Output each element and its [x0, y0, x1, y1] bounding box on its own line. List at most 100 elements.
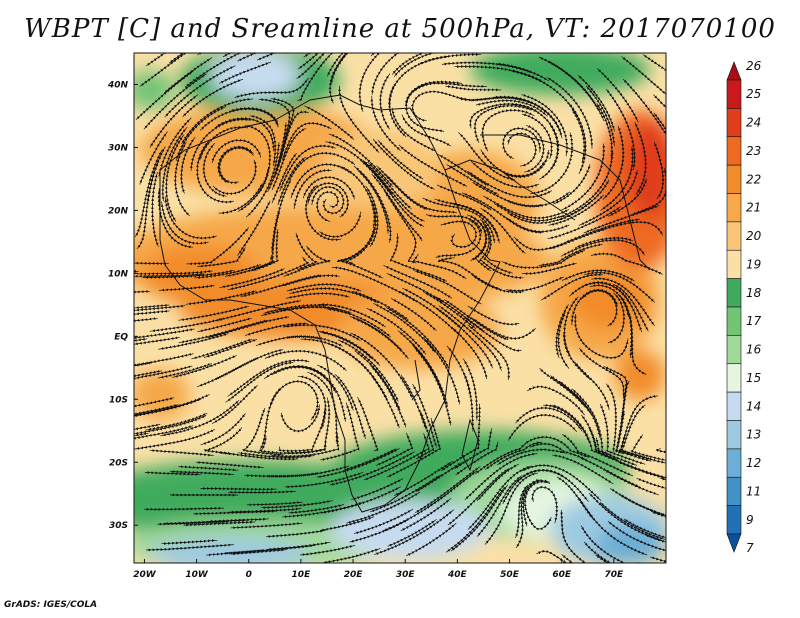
streamline	[649, 556, 666, 563]
streamline	[583, 205, 659, 234]
colorbar-label: 9	[746, 513, 754, 527]
colorbar-swatch	[726, 363, 742, 393]
streamline	[651, 511, 666, 528]
lon-tick-label: 50E	[500, 570, 520, 580]
map-frame	[133, 52, 667, 564]
lon-tick-label: 20W	[133, 570, 157, 580]
colorbar-label: 20	[746, 229, 762, 243]
streamline	[150, 171, 159, 247]
streamline	[303, 53, 354, 58]
colorbar-label: 22	[746, 172, 761, 186]
streamline	[655, 447, 666, 461]
streamline	[370, 53, 419, 57]
streamline	[208, 517, 269, 523]
colorbar-swatch	[726, 136, 742, 166]
colorbar-label: 16	[746, 343, 762, 357]
streamline	[195, 460, 264, 469]
colorbar-swatch	[726, 448, 742, 478]
streamline	[197, 53, 258, 56]
streamline	[203, 427, 243, 455]
colorbar-label: 14	[746, 399, 761, 413]
lon-tick-label: 70E	[604, 570, 624, 580]
streamline	[322, 548, 381, 563]
streamline	[265, 529, 326, 538]
streamline	[219, 61, 272, 84]
streamline	[134, 290, 151, 297]
streamline	[227, 490, 297, 494]
lat-tick-label: 30S	[109, 521, 128, 531]
colorbar-label: 21	[746, 201, 761, 215]
streamline	[203, 338, 258, 358]
colorbar-swatch	[726, 476, 742, 506]
streamline	[401, 114, 452, 147]
streamline	[413, 346, 452, 426]
colorbar-label: 23	[746, 144, 761, 158]
colorbar-swatch	[726, 79, 742, 109]
colorbar-swatch	[726, 391, 742, 421]
streamline	[463, 372, 475, 432]
streamline	[523, 480, 552, 531]
colorbar-label: 18	[746, 286, 762, 300]
streamline	[463, 316, 522, 353]
colorbar-label: 24	[746, 116, 761, 130]
colorbar-label: 25	[746, 87, 761, 101]
colorbar-top-arrow	[726, 61, 742, 81]
streamline	[644, 534, 666, 554]
streamline	[170, 470, 235, 476]
streamline	[237, 200, 271, 256]
streamline	[630, 434, 666, 467]
streamline	[161, 539, 218, 545]
streamline	[230, 522, 303, 530]
streamline	[370, 365, 407, 428]
colorbar-swatch	[726, 221, 742, 251]
streamline	[623, 518, 666, 541]
colorbar-label: 7	[746, 541, 754, 555]
longitude-axis: 20W 10W 0 10E 20E 30E 40E 50E 60E 70E	[133, 559, 624, 580]
colorbar-swatch	[726, 249, 742, 279]
streamline	[145, 543, 234, 552]
lon-tick-label: 10W	[185, 570, 209, 580]
streamline	[143, 506, 225, 511]
lon-tick-label: 10E	[292, 570, 312, 580]
streamline	[628, 312, 647, 375]
lon-tick-label: 20E	[344, 570, 364, 580]
colorbar-swatch	[726, 420, 742, 450]
streamline	[479, 223, 524, 280]
streamline	[622, 78, 666, 151]
lat-tick-label: 30N	[108, 143, 129, 153]
lat-tick-label: 10S	[109, 395, 128, 405]
grads-credit: GrADS: IGES/COLA	[4, 600, 98, 610]
streamline	[256, 53, 320, 61]
streamline	[595, 554, 656, 563]
streamlines	[134, 53, 666, 563]
colorbar-label: 26	[746, 59, 762, 73]
streamline	[266, 541, 331, 551]
lon-tick-label: 60E	[552, 570, 572, 580]
colorbar-bottom-arrow	[726, 533, 742, 553]
lat-tick-label: 40N	[107, 80, 129, 90]
streamline	[560, 238, 645, 257]
streamline	[636, 562, 666, 563]
streamline	[168, 53, 220, 64]
colorbar-swatch	[726, 164, 742, 194]
lat-tick-label: 20S	[109, 458, 128, 468]
colorbar: 26 25 24 23 22 21 20 19 18 17 16 15 14 13 12 11 9 7	[726, 59, 762, 555]
lat-tick-label: EQ	[114, 332, 128, 342]
streamline	[195, 140, 234, 204]
streamline	[471, 274, 524, 294]
streamline	[536, 549, 605, 563]
streamline	[445, 85, 502, 92]
colorbar-swatch	[726, 306, 742, 336]
streamline	[134, 304, 186, 315]
colorbar-label: 13	[746, 428, 761, 442]
colorbar-label: 11	[746, 484, 761, 498]
colorbar-swatch	[726, 193, 742, 223]
streamline	[134, 261, 169, 267]
colorbar-label: 17	[746, 314, 762, 328]
streamline	[597, 220, 664, 236]
colorbar-swatch	[726, 505, 742, 535]
streamline	[237, 53, 297, 62]
lon-tick-label: 40E	[447, 570, 468, 580]
streamline	[182, 78, 244, 118]
